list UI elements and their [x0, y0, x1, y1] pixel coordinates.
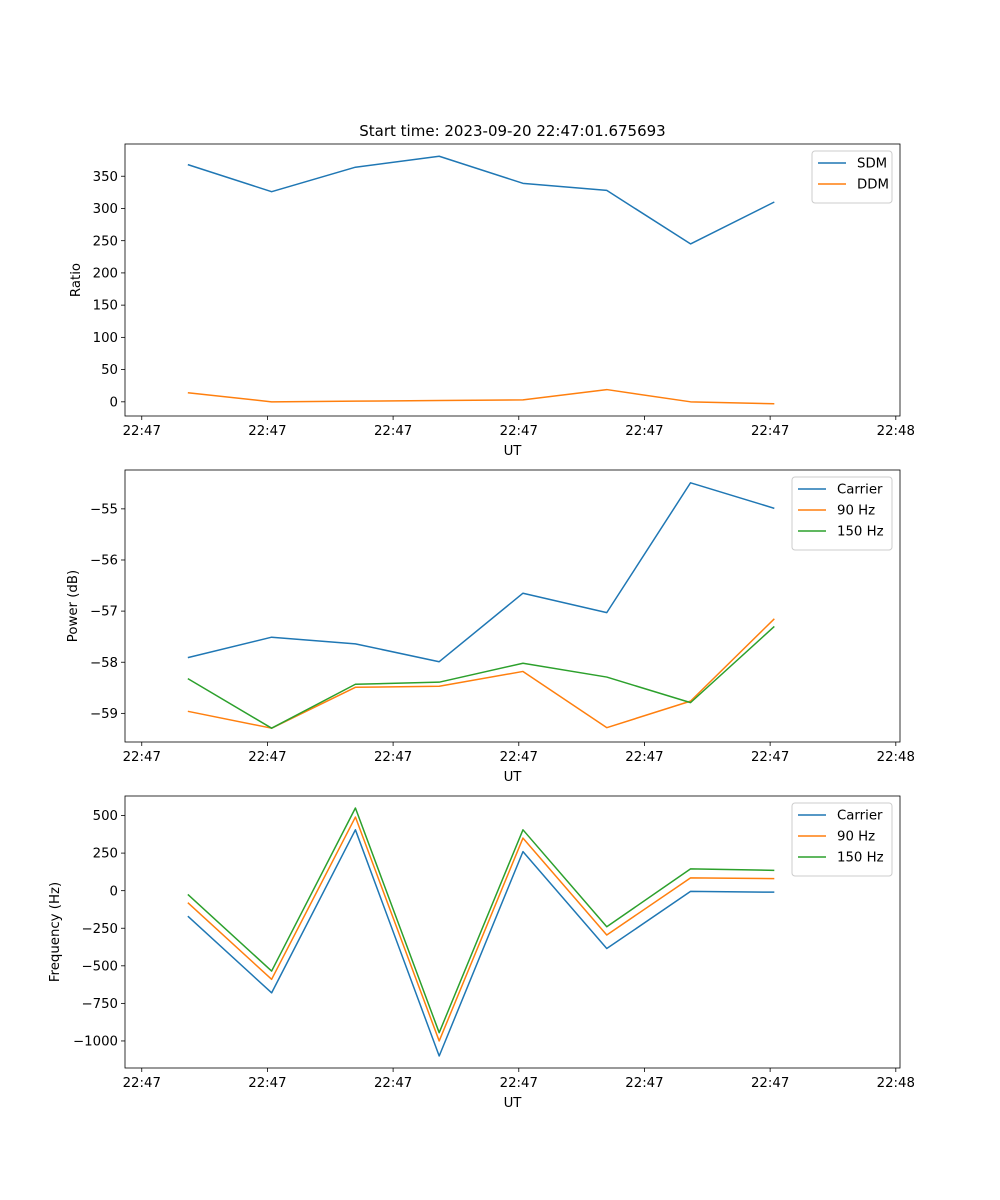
y-tick-label: 350 [93, 170, 118, 185]
chart-panel-3: 22:47 22:47 22:47 22:47 22:47 22:47 22:48 −1000… [48, 795, 915, 1111]
y-tick-label: 300 [93, 202, 118, 217]
legend-label: 90 Hz [837, 504, 875, 519]
x-tick-label: 22:47 [500, 424, 538, 439]
y-tick-label: −500 [81, 959, 118, 974]
y-tick-label: −57 [90, 605, 118, 620]
y-tick-label: 200 [93, 267, 118, 282]
charts: 22:47 22:47 22:47 22:47 22:47 22:47 22:48 0 50 10… [48, 143, 915, 1111]
x-tick-label: 22:47 [500, 750, 538, 765]
x-tick-label: 22:47 [123, 424, 161, 439]
x-tick-label: 22:47 [123, 750, 161, 765]
y-tick-label: 100 [93, 331, 118, 346]
y-tick-label: 0 [110, 884, 118, 899]
legend: Carrier 90 Hz 150 Hz [791, 802, 893, 877]
x-tick-label: 22:48 [877, 1076, 915, 1091]
x-tick-label: 22:47 [374, 1076, 412, 1091]
legend-label: 150 Hz [837, 851, 884, 866]
series-line-carrier [187, 829, 775, 1057]
figure-title: Start time: 2023-09-20 22:47:01.675693 [359, 122, 665, 140]
legend-label: Carrier [837, 809, 883, 824]
series-line-sdm [187, 155, 775, 245]
x-tick-label: 22:47 [751, 750, 789, 765]
x-tick-label: 22:47 [625, 750, 663, 765]
chart-panel-1: 22:47 22:47 22:47 22:47 22:47 22:47 22:48 0 50 10… [69, 143, 915, 459]
x-tick-label: 22:47 [625, 1076, 663, 1091]
x-axis-label: UT [504, 770, 523, 785]
y-tick-label: 250 [93, 847, 118, 862]
series-line-carrier [187, 482, 775, 663]
legend-label: SDM [857, 157, 887, 172]
legend-label: DDM [857, 178, 889, 193]
x-tick-label: 22:47 [374, 750, 412, 765]
series-line-150-hz [187, 807, 775, 1034]
y-tick-label: −58 [90, 656, 118, 671]
axes-frame [124, 795, 901, 1069]
y-tick-label: −250 [81, 922, 118, 937]
axes-frame [124, 469, 901, 743]
legend-label: Carrier [837, 483, 883, 498]
x-tick-label: 22:48 [877, 750, 915, 765]
series-line-150-hz [187, 625, 775, 729]
y-axis-label: Power (dB) [66, 570, 81, 642]
x-tick-label: 22:47 [500, 1076, 538, 1091]
legend: Carrier 90 Hz 150 Hz [791, 476, 893, 551]
x-axis-label: UT [504, 444, 523, 459]
y-tick-label: 250 [93, 234, 118, 249]
y-tick-label: 0 [110, 395, 118, 410]
chart-panel-2: 22:47 22:47 22:47 22:47 22:47 22:47 22:48 −59 −5… [66, 469, 915, 785]
x-tick-label: 22:47 [123, 1076, 161, 1091]
series-line-ddm [187, 388, 775, 405]
series-line-90-hz [187, 618, 775, 729]
y-tick-label: 50 [101, 363, 118, 378]
y-tick-label: −55 [90, 502, 118, 517]
legend-label: 150 Hz [837, 525, 884, 540]
y-axis-label: Frequency (Hz) [48, 882, 63, 982]
legend-label: 90 Hz [837, 830, 875, 845]
y-tick-label: −56 [90, 554, 118, 569]
y-tick-label: −59 [90, 707, 118, 722]
axes-frame [124, 143, 901, 417]
x-tick-label: 22:48 [877, 424, 915, 439]
x-axis-label: UT [504, 1096, 523, 1111]
series-line-90-hz [187, 816, 775, 1042]
legend: SDM DDM [811, 150, 893, 204]
x-tick-label: 22:47 [248, 1076, 286, 1091]
legend-box [811, 150, 893, 204]
y-tick-label: 500 [93, 809, 118, 824]
y-tick-label: −750 [81, 997, 118, 1012]
x-tick-label: 22:47 [625, 424, 663, 439]
y-tick-label: 150 [93, 299, 118, 314]
x-tick-label: 22:47 [248, 424, 286, 439]
x-tick-label: 22:47 [374, 424, 412, 439]
y-axis-label: Ratio [69, 263, 84, 297]
x-tick-label: 22:47 [248, 750, 286, 765]
y-tick-label: −1000 [73, 1035, 118, 1050]
x-tick-label: 22:47 [751, 424, 789, 439]
x-tick-label: 22:47 [751, 1076, 789, 1091]
